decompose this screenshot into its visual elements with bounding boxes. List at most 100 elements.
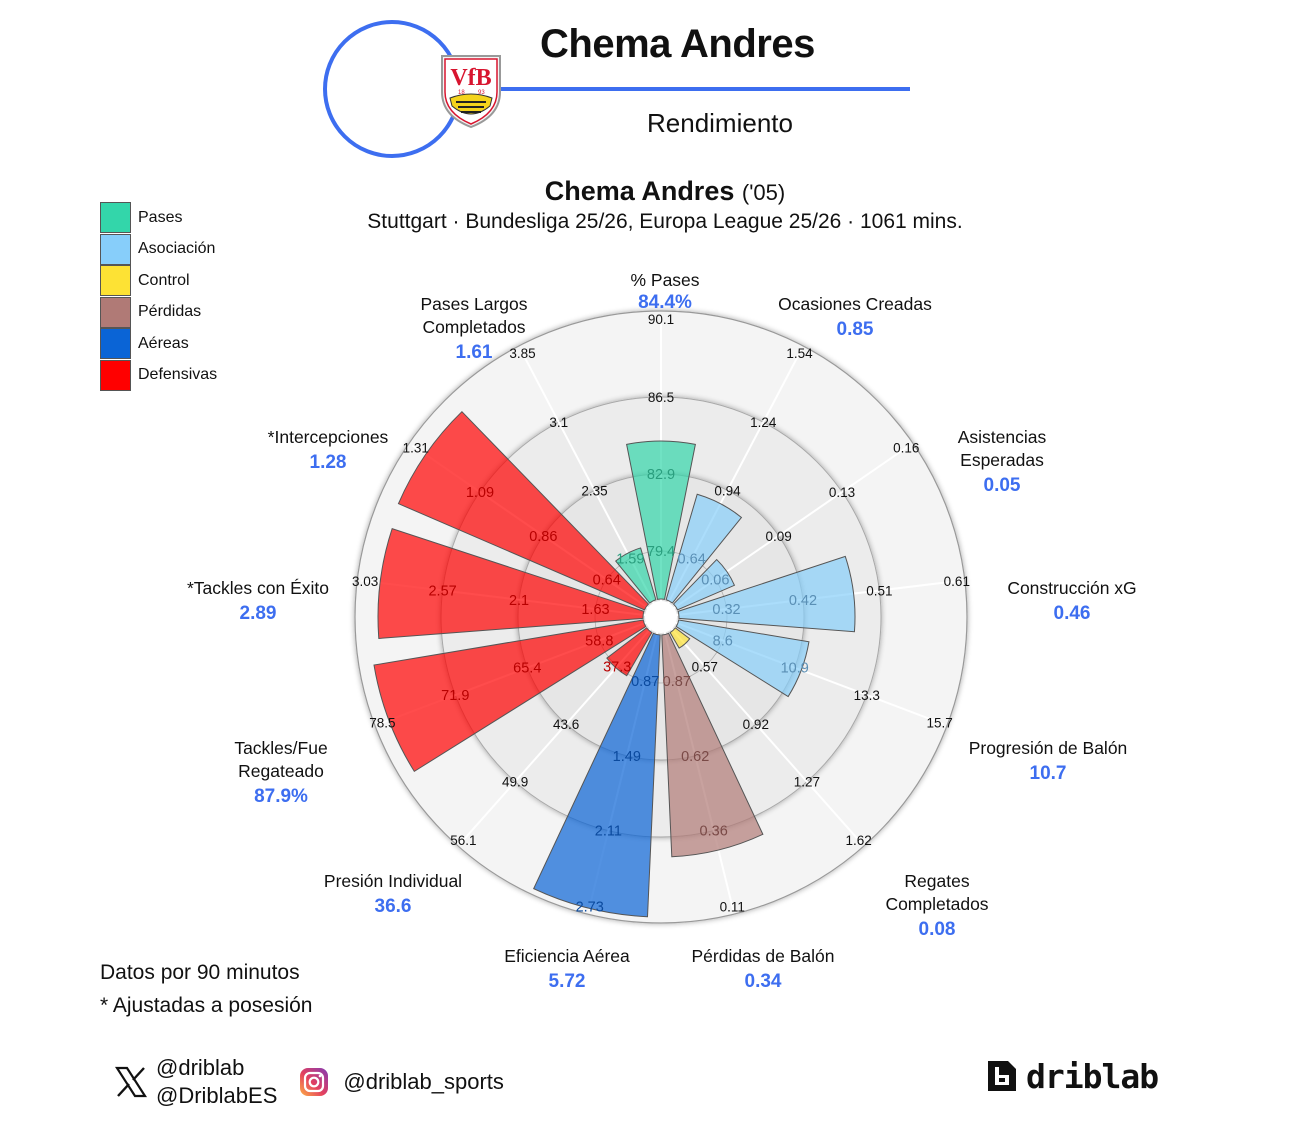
instagram-handle[interactable]: @driblab_sports xyxy=(343,1069,504,1094)
note-per90: Datos por 90 minutos xyxy=(100,961,300,984)
tick-label: 90.1 xyxy=(648,312,674,327)
metric-value: 0.46 xyxy=(1054,603,1091,624)
legend-item-asociacion: Asociación xyxy=(100,233,217,266)
driblab-logo: driblab xyxy=(988,1058,1159,1094)
bar-12 xyxy=(615,547,657,604)
svg-text:93: 93 xyxy=(478,90,485,96)
bar-6 xyxy=(661,632,764,858)
metric-value: 84.4% xyxy=(638,292,692,313)
metric-label: *Tackles con Éxito xyxy=(187,578,329,598)
tick-label: 1.09 xyxy=(466,485,494,501)
tick-label: 0.06 xyxy=(701,573,729,589)
metric-label: *Intercepciones xyxy=(268,427,389,447)
legend-label: Aéreas xyxy=(138,334,189,352)
tick-label: 0.42 xyxy=(789,593,817,609)
tick-label: 0.51 xyxy=(866,583,892,598)
brand-wordmark: driblab xyxy=(1026,1058,1158,1094)
chart-notes: Datos por 90 minutos * Ajustadas a poses… xyxy=(100,956,312,1022)
tick-label: 8.6 xyxy=(713,633,733,649)
bar-3 xyxy=(677,555,856,633)
bar-5 xyxy=(669,627,691,649)
tick-label: 0.64 xyxy=(593,573,621,589)
note-possession-adjusted: * Ajustadas a posesión xyxy=(100,994,313,1017)
legend-label: Defensivas xyxy=(138,366,218,384)
tick-label: 78.5 xyxy=(369,716,395,731)
tick-label: 37.3 xyxy=(603,659,631,675)
tick-label: 0.86 xyxy=(529,529,557,545)
tick-label: 1.63 xyxy=(581,602,609,618)
bar-11 xyxy=(397,410,650,611)
instagram-icon[interactable] xyxy=(299,1067,329,1097)
metric-value: 0.85 xyxy=(837,319,874,340)
legend-swatch xyxy=(100,202,131,234)
axis-spoke xyxy=(660,616,863,844)
legend-item-perdidas: Pérdidas xyxy=(100,296,217,329)
tick-label: 0.36 xyxy=(700,824,728,840)
metric-label: Eficiencia Aérea xyxy=(504,946,630,966)
legend-swatch xyxy=(100,328,131,360)
tick-label: 2.11 xyxy=(595,824,622,840)
legend-label: Control xyxy=(138,271,190,289)
tick-label: 1.27 xyxy=(794,775,820,790)
x-twitter-icon[interactable] xyxy=(114,1065,148,1099)
metric-value: 0.08 xyxy=(919,919,956,940)
metric-label: Esperadas xyxy=(960,450,1044,470)
metric-label: Asistencias xyxy=(958,427,1047,447)
tick-label: 2.1 xyxy=(509,593,529,609)
legend-swatch xyxy=(100,233,131,265)
tick-label: 1.31 xyxy=(403,441,429,456)
bar-9 xyxy=(373,619,647,773)
legend-swatch xyxy=(100,296,131,328)
tick-label: 0.09 xyxy=(766,529,792,544)
metric-value: 5.72 xyxy=(549,971,586,992)
metric-value: 36.6 xyxy=(375,896,412,917)
metric-label: Progresión de Balón xyxy=(969,738,1128,758)
chart-bars xyxy=(373,410,856,918)
bar-4 xyxy=(675,619,810,698)
tick-label: 0.13 xyxy=(829,485,855,500)
tick-label: 82.9 xyxy=(647,467,675,483)
tick-label: 1.54 xyxy=(786,346,813,361)
metric-label: Ocasiones Creadas xyxy=(778,294,932,314)
tick-label: 13.3 xyxy=(854,688,880,703)
chart-subtitle: Stuttgart · Bundesliga 25/26, Europa Lea… xyxy=(367,210,963,233)
tick-label: 1.24 xyxy=(750,415,777,430)
tick-label: 43.6 xyxy=(553,717,579,732)
tick-label: 2.35 xyxy=(581,483,607,498)
header-subtitle: Rendimiento xyxy=(647,108,793,138)
chart-tick-labels: 79.4 82.9 86.5 90.1 0.64 0.94 1.24 1.54 0.06 0.09… xyxy=(352,312,970,915)
x-handle-driblab[interactable]: @driblab xyxy=(156,1055,245,1080)
header-divider-line xyxy=(490,87,910,91)
metric-value: 1.28 xyxy=(310,452,347,473)
legend-item-control: Control xyxy=(100,265,217,297)
metric-value: 10.7 xyxy=(1030,763,1067,784)
tick-label: 0.87 xyxy=(663,674,691,690)
tick-label: 65.4 xyxy=(513,661,541,677)
bar-8 xyxy=(606,627,653,677)
tick-label: 2.73 xyxy=(576,899,604,915)
tick-label: 3.1 xyxy=(549,415,568,430)
legend: Pases Asociación Control Pérdidas Aéreas… xyxy=(100,202,217,391)
metric-label: Pases Largos xyxy=(420,294,527,314)
tick-label: 15.7 xyxy=(926,716,952,731)
x-handle-driblabes[interactable]: @DriblabES xyxy=(156,1083,278,1108)
legend-item-defensivas: Defensivas xyxy=(100,359,218,392)
svg-text:18: 18 xyxy=(458,90,465,96)
tick-label: 0.11 xyxy=(720,899,745,914)
tick-label: 0.32 xyxy=(712,602,740,618)
legend-label: Asociación xyxy=(138,240,216,258)
chart-title: Chema Andres ('05) xyxy=(0,176,1312,207)
tick-label: 1.59 xyxy=(616,552,644,568)
metric-label: Tackles/Fue xyxy=(234,738,327,758)
legend-swatch xyxy=(100,265,131,297)
tick-label: 0.16 xyxy=(893,441,919,456)
legend-item-aereas: Aéreas xyxy=(100,328,217,360)
tick-label: 58.8 xyxy=(585,633,613,649)
svg-text:VfB: VfB xyxy=(450,65,491,91)
chart-player-age: ('05) xyxy=(741,180,786,205)
metric-value: 0.05 xyxy=(984,475,1021,496)
bar-1 xyxy=(665,493,743,604)
club-crest-icon: VfB 18 93 xyxy=(441,55,501,129)
